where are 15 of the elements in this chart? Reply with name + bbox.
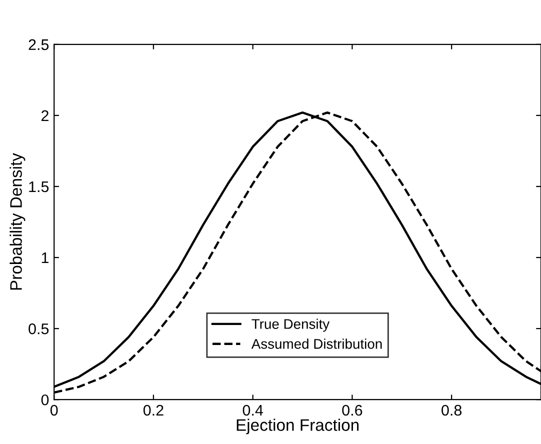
y-tick-label: 0.5: [28, 323, 49, 334]
x-tick-label: 0.6: [342, 404, 362, 416]
legend-label: True Density: [252, 318, 330, 332]
x-tick-label: 0.8: [442, 404, 462, 416]
x-axis-title: Ejection Fraction: [236, 418, 359, 434]
x-tick-label: 0.4: [242, 404, 264, 416]
y-tick-label: 2.5: [28, 39, 49, 50]
y-tick-label: 2: [42, 110, 48, 121]
legend-label: Assumed Distribution: [251, 338, 382, 349]
y-tick-label: 1: [42, 252, 48, 264]
x-tick-label: 0.2: [143, 404, 164, 416]
y-tick-label: 0: [41, 394, 49, 406]
x-tick-label: 0: [50, 404, 58, 416]
y-tick-label: 1.5: [29, 182, 49, 192]
y-axis-title: Probability Density: [10, 153, 26, 290]
